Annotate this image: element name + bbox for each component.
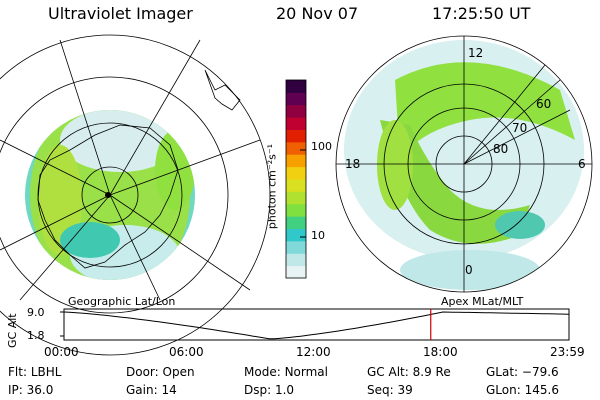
- filter-value: LBHL: [30, 365, 62, 379]
- landmass-outline: [204, 69, 241, 111]
- colorbar-segment: [286, 141, 306, 155]
- colorbar-segment: [286, 154, 306, 168]
- geo-grid: [0, 34, 271, 356]
- colorbar-segment: [286, 80, 306, 93]
- timeline-x-tick-2359: 23:59: [550, 345, 585, 359]
- mag-projection-label: Apex MLat/MLT: [441, 295, 524, 308]
- instrument-title: Ultraviolet Imager: [48, 4, 193, 23]
- colorbar-segment: [286, 166, 306, 180]
- mlt-label-18: 18: [345, 157, 361, 171]
- colorbar-unit-label: photon cm⁻²s⁻¹: [265, 143, 279, 230]
- mlt-label-0: 0: [465, 263, 473, 277]
- glon-info: GLon: 145.6: [486, 383, 559, 397]
- filter-label: Flt:: [8, 365, 27, 379]
- glat-info: GLat: −79.6: [486, 365, 559, 379]
- colorbar: [286, 80, 306, 279]
- colorbar-tick-10: 10: [311, 229, 325, 242]
- colorbar-frame: [285, 79, 307, 279]
- observation-date: 20 Nov 07: [276, 4, 359, 23]
- colorbar-segment: [286, 104, 306, 118]
- door-info: Door: Open: [126, 365, 195, 379]
- timeline-y-tick-top: 9.0: [27, 306, 45, 319]
- geo-projection-label: Geographic Lat/Lon: [68, 295, 176, 308]
- glat-value: −79.6: [521, 365, 559, 379]
- mlt-label-6: 6: [578, 157, 586, 171]
- mode-label: Mode:: [244, 365, 281, 379]
- seq-info: Seq: 39: [367, 383, 413, 397]
- colorbar-segment: [286, 265, 306, 279]
- colorbar-segment: [286, 240, 306, 254]
- gain-info: Gain: 14: [126, 383, 177, 397]
- colorbar-segment: [286, 117, 306, 130]
- dsp-info: Dsp: 1.0: [244, 383, 294, 397]
- colorbar-segment: [286, 228, 306, 242]
- colorbar-tick-100: 100: [311, 140, 332, 153]
- ip-info: IP: 36.0: [8, 383, 53, 397]
- gc-alt-info: GC Alt: 8.9 Re: [367, 365, 451, 379]
- door-value: Open: [162, 365, 195, 379]
- dsp-label: Dsp:: [244, 383, 272, 397]
- glat-label: GLat:: [486, 365, 519, 379]
- mag-grid: [335, 35, 593, 293]
- timeline-x-tick-0600: 06:00: [169, 345, 204, 359]
- gc-alt-label: GC Alt:: [367, 365, 409, 379]
- gain-label: Gain:: [126, 383, 158, 397]
- seq-value: 39: [397, 383, 413, 397]
- timeline-y-label: GC Alt: [6, 313, 19, 348]
- gc-alt-value: 8.9 Re: [412, 365, 451, 379]
- filter-info: Flt: LBHL: [8, 365, 61, 379]
- colorbar-segment: [286, 92, 306, 106]
- ip-value: 36.0: [26, 383, 54, 397]
- mag-aurora-image: [336, 36, 592, 292]
- glon-value: 145.6: [524, 383, 559, 397]
- mode-info: Mode: Normal: [244, 365, 328, 379]
- observation-time: 17:25:50 UT: [432, 4, 531, 23]
- geo-pole-marker: [105, 192, 111, 198]
- colorbar-segment: [286, 179, 306, 192]
- orbit-altitude-plot: [60, 308, 570, 341]
- colorbar-segment: [286, 191, 306, 205]
- mlat-label-70: 70: [512, 121, 528, 135]
- geo-aurora-image: [25, 110, 195, 280]
- timeline-x-tick-0000: 00:00: [44, 345, 79, 359]
- seq-label: Seq:: [367, 383, 394, 397]
- colorbar-segment: [286, 129, 306, 143]
- colorbar-segment: [286, 253, 306, 267]
- door-label: Door:: [126, 365, 159, 379]
- timeline-y-tick-bottom: 1.8: [27, 329, 45, 342]
- dsp-value: 1.0: [274, 383, 295, 397]
- mlt-label-12: 12: [468, 46, 484, 60]
- mlat-label-80: 80: [493, 142, 509, 156]
- mode-value: Normal: [284, 365, 328, 379]
- timeline-x-tick-1200: 12:00: [296, 345, 331, 359]
- timeline-x-tick-1800: 18:00: [423, 345, 458, 359]
- colorbar-segment: [286, 203, 306, 217]
- mlat-label-60: 60: [536, 97, 552, 111]
- gain-value: 14: [161, 383, 177, 397]
- glon-label: GLon:: [486, 383, 521, 397]
- colorbar-segment: [286, 216, 306, 229]
- ip-label: IP:: [8, 383, 23, 397]
- antarctica-coastline: [37, 124, 179, 269]
